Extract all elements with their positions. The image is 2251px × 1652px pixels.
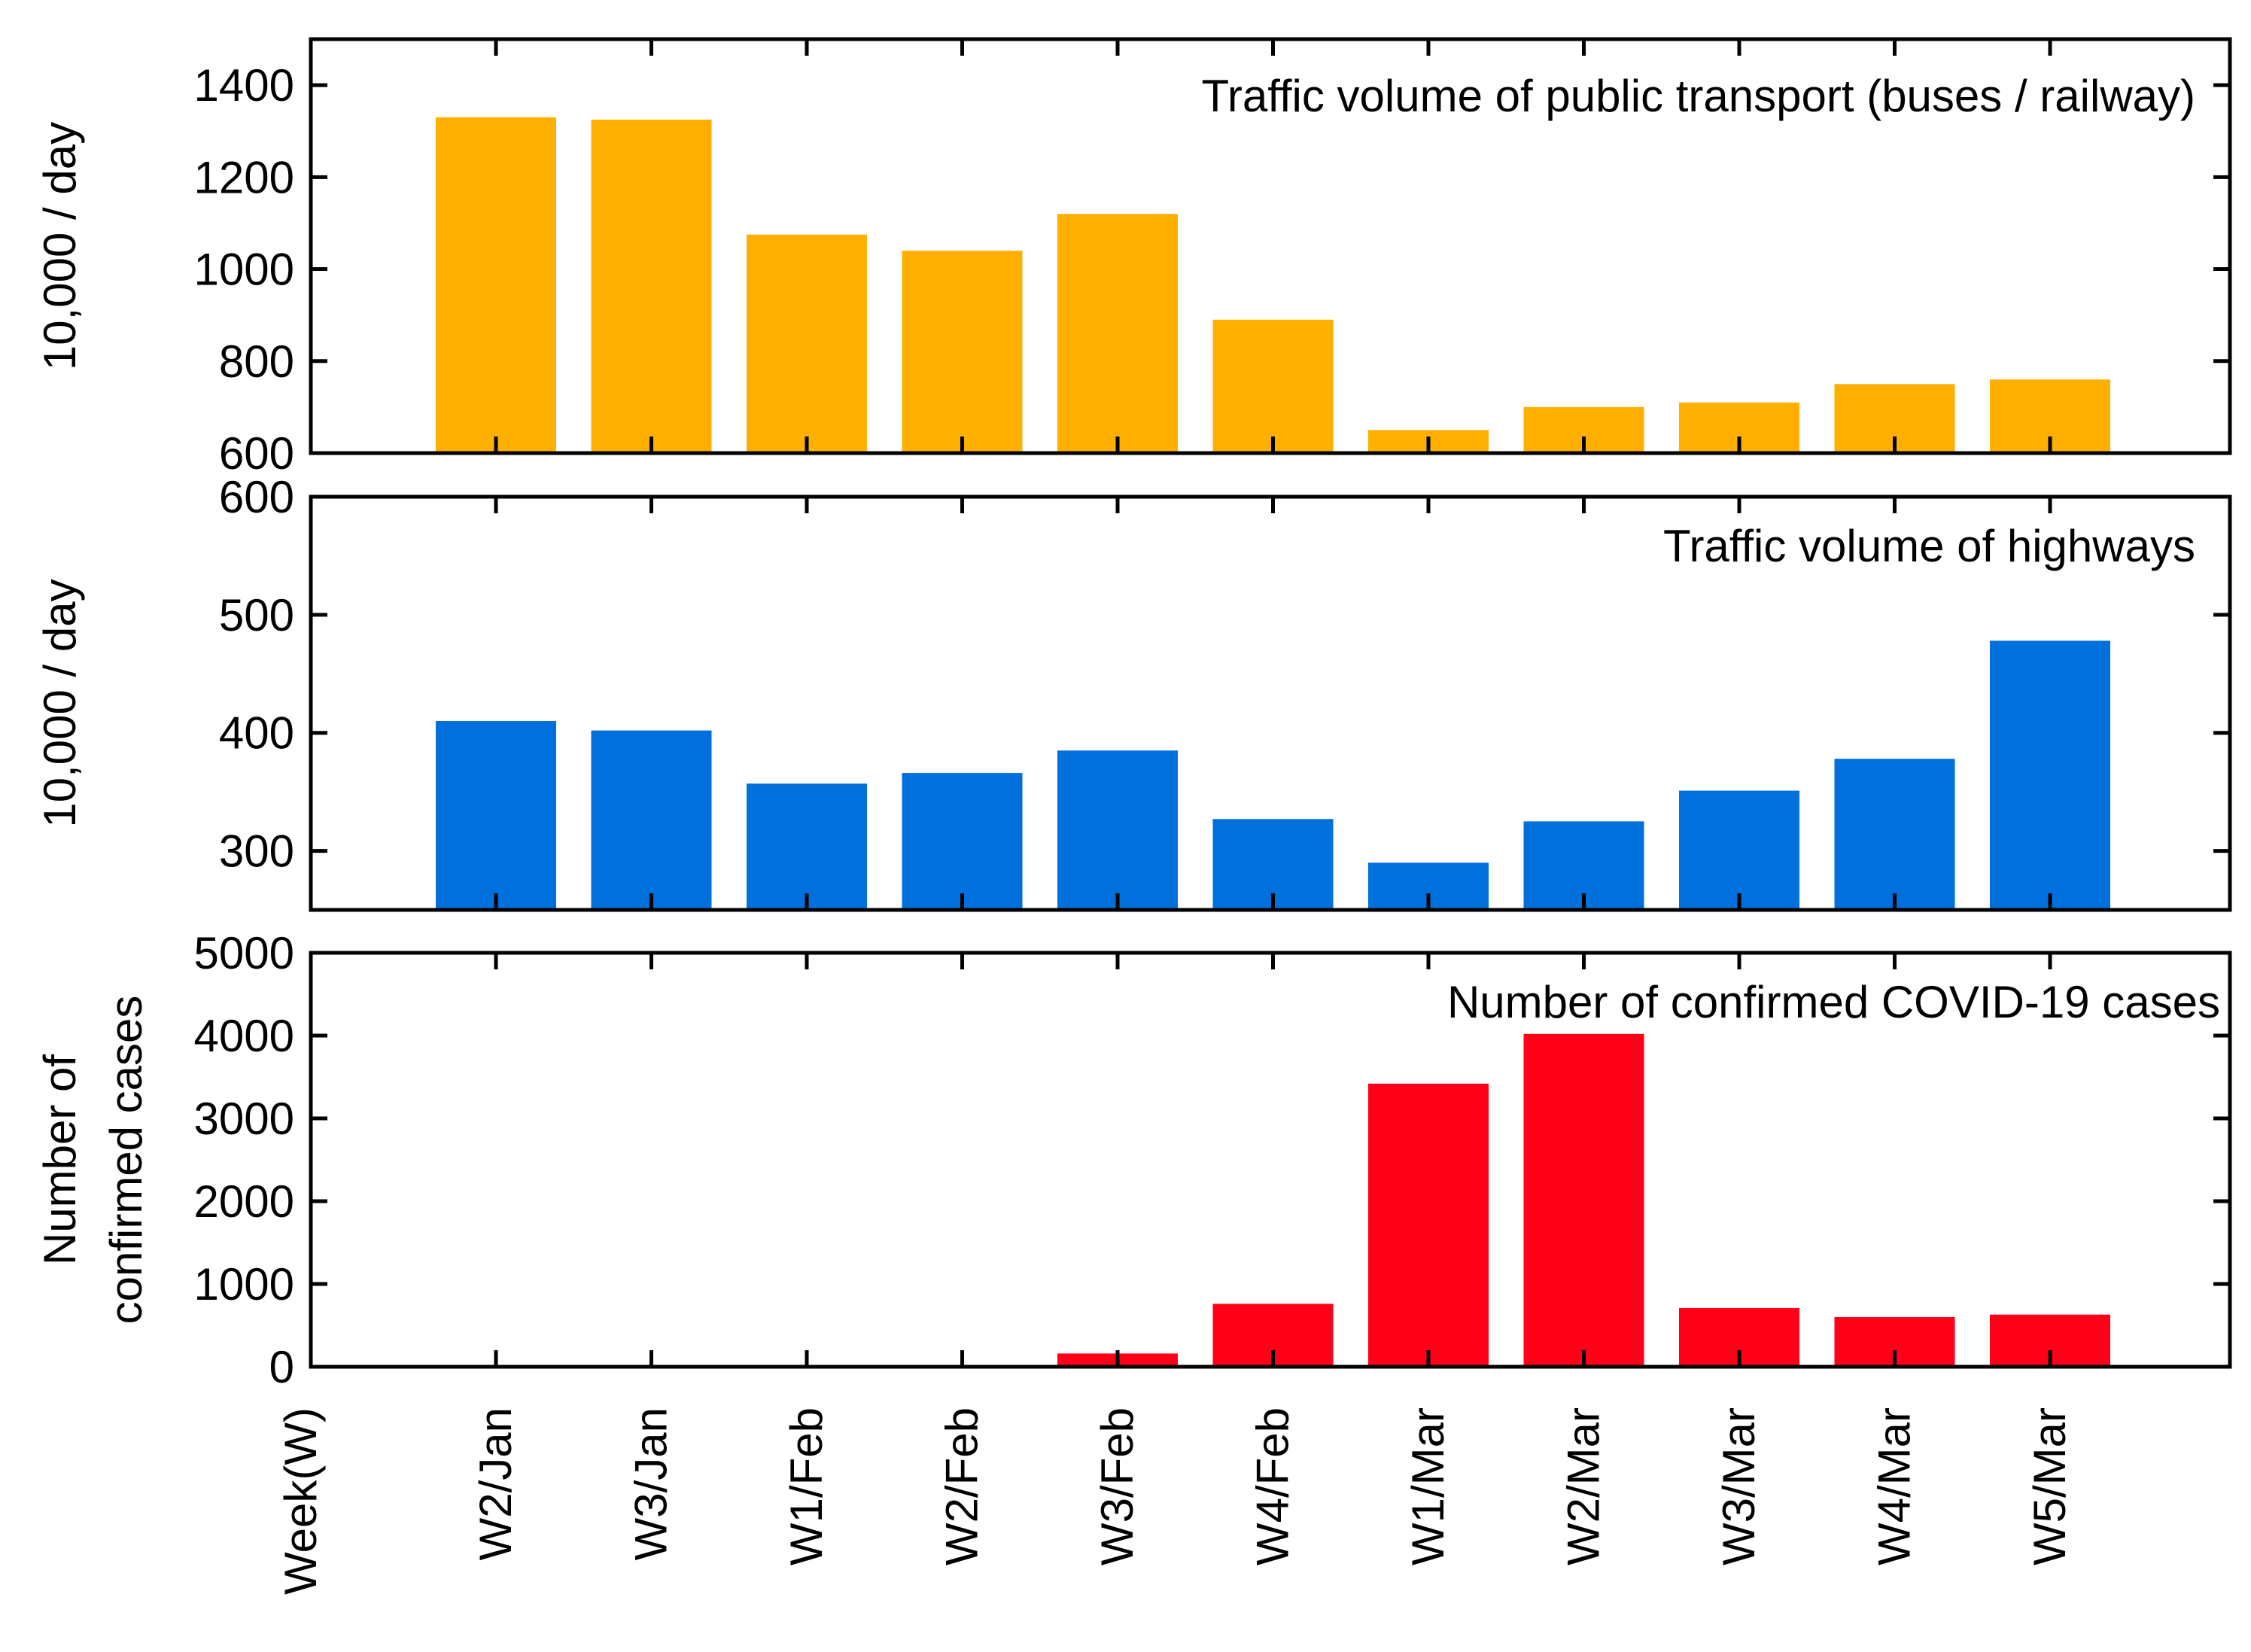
bar-3-7: [1368, 1083, 1489, 1367]
bar-2-4: [902, 773, 1023, 910]
panel-2: 300 400 500 600 Traffic volume of highways 10…: [35, 472, 2232, 912]
y-axis-title: 10,000 / day: [35, 122, 85, 370]
y-tick-label: 4000: [194, 1011, 294, 1061]
bar-2-10: [1834, 759, 1955, 910]
y-tick-label: 5000: [194, 928, 294, 978]
x-tick-label: W5/Mar: [2024, 1407, 2075, 1565]
y-axis-title-line-1: Number of: [35, 1054, 85, 1265]
y-tick-label: 3000: [194, 1094, 294, 1144]
bar-2-11: [1990, 640, 2110, 910]
panel-title: Traffic volume of public transport (buse…: [1202, 71, 2196, 121]
bar-2-2: [591, 730, 712, 910]
y-tick-label: 1000: [194, 1259, 294, 1310]
x-tick-label: W3/Feb: [1092, 1407, 1142, 1565]
panel-title: Number of confirmed COVID-19 cases: [1447, 977, 2220, 1027]
y-tick-label: 400: [219, 708, 294, 759]
x-tick-label: W4/Mar: [1869, 1407, 1920, 1565]
bar-2-9: [1679, 790, 1799, 910]
bar-2-3: [747, 783, 867, 910]
y-axis-title: 10,000 / day: [35, 579, 85, 827]
bar-3-8: [1523, 1033, 1644, 1367]
x-tick-label: W4/Feb: [1248, 1407, 1298, 1565]
bar-2-5: [1057, 750, 1178, 910]
plot-frame: [309, 951, 2232, 1369]
y-tick-label: 1400: [194, 60, 294, 111]
bar-2-1: [436, 721, 556, 910]
x-tick-label: W1/Mar: [1403, 1407, 1453, 1565]
plot-frame: [309, 494, 2232, 912]
y-tick-label: 800: [219, 336, 294, 387]
bar-1-5: [1057, 214, 1178, 453]
x-tick-label: W1/Feb: [781, 1407, 832, 1565]
y-axis-title-line-2: confirmed cases: [101, 996, 151, 1325]
x-tick-label: W2/Jan: [470, 1407, 521, 1560]
y-tick-label: 600: [219, 428, 294, 479]
bar-1-2: [591, 119, 712, 453]
panel-title: Traffic volume of highways: [1663, 521, 2195, 571]
bar-1-3: [747, 234, 867, 453]
x-tick-label: W2/Feb: [937, 1407, 987, 1565]
x-tick-label: W3/Jan: [626, 1407, 677, 1560]
chart-panels: 600 800 1000 1200 1400 Traffic volume of publ…: [35, 37, 2232, 1392]
bar-1-6: [1212, 319, 1334, 453]
bar-1-1: [436, 117, 556, 453]
y-tick-label: 500: [219, 590, 294, 640]
y-tick-label: 1200: [194, 152, 294, 202]
x-tick-label: W2/Mar: [1559, 1407, 1609, 1565]
y-tick-label: 600: [219, 472, 294, 522]
y-tick-label: 0: [269, 1342, 294, 1392]
panel-3: 0 1000 2000 3000 4000 5000 Number of confirmed…: [35, 928, 2232, 1392]
x-axis: Week(W) W2/Jan W3/Jan W1/Feb W2/Feb W3/Feb W4…: [275, 1407, 2075, 1595]
y-tick-label: 1000: [194, 245, 294, 295]
plot-frame: [309, 37, 2232, 455]
panel-1: 600 800 1000 1200 1400 Traffic volume of publ…: [35, 37, 2232, 479]
x-tick-label: W3/Mar: [1714, 1407, 1764, 1565]
y-tick-label: 2000: [194, 1176, 294, 1227]
y-tick-label: 300: [219, 826, 294, 877]
bar-1-4: [902, 251, 1023, 453]
x-axis-title: Week(W): [275, 1407, 326, 1595]
